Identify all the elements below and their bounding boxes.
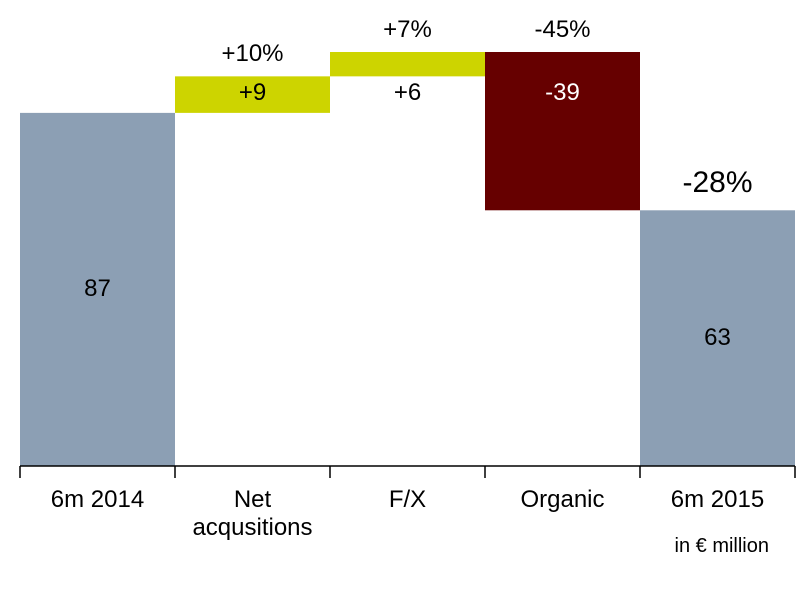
x-tick-label: F/X (388, 486, 427, 513)
bar (330, 52, 485, 77)
bar (175, 76, 330, 113)
x-tick-label: Organic (520, 486, 605, 513)
change-label: -28% (682, 166, 753, 200)
value-label: +9 (238, 78, 267, 106)
value-label: +6 (393, 78, 422, 106)
bar (485, 52, 640, 211)
value-label: 63 (704, 324, 731, 352)
x-tick-label: Net acqusitions (192, 486, 313, 541)
change-label: +7% (383, 16, 432, 43)
change-label: -45% (534, 16, 591, 43)
value-label: -39 (545, 78, 580, 106)
x-tick-label: 6m 2015 (670, 486, 765, 513)
unit-note: in € million (674, 535, 769, 557)
bar (20, 112, 175, 466)
bar (640, 210, 795, 466)
x-tick-label: 6m 2014 (50, 486, 145, 513)
change-label: +10% (221, 40, 284, 68)
value-label: 87 (84, 275, 111, 303)
